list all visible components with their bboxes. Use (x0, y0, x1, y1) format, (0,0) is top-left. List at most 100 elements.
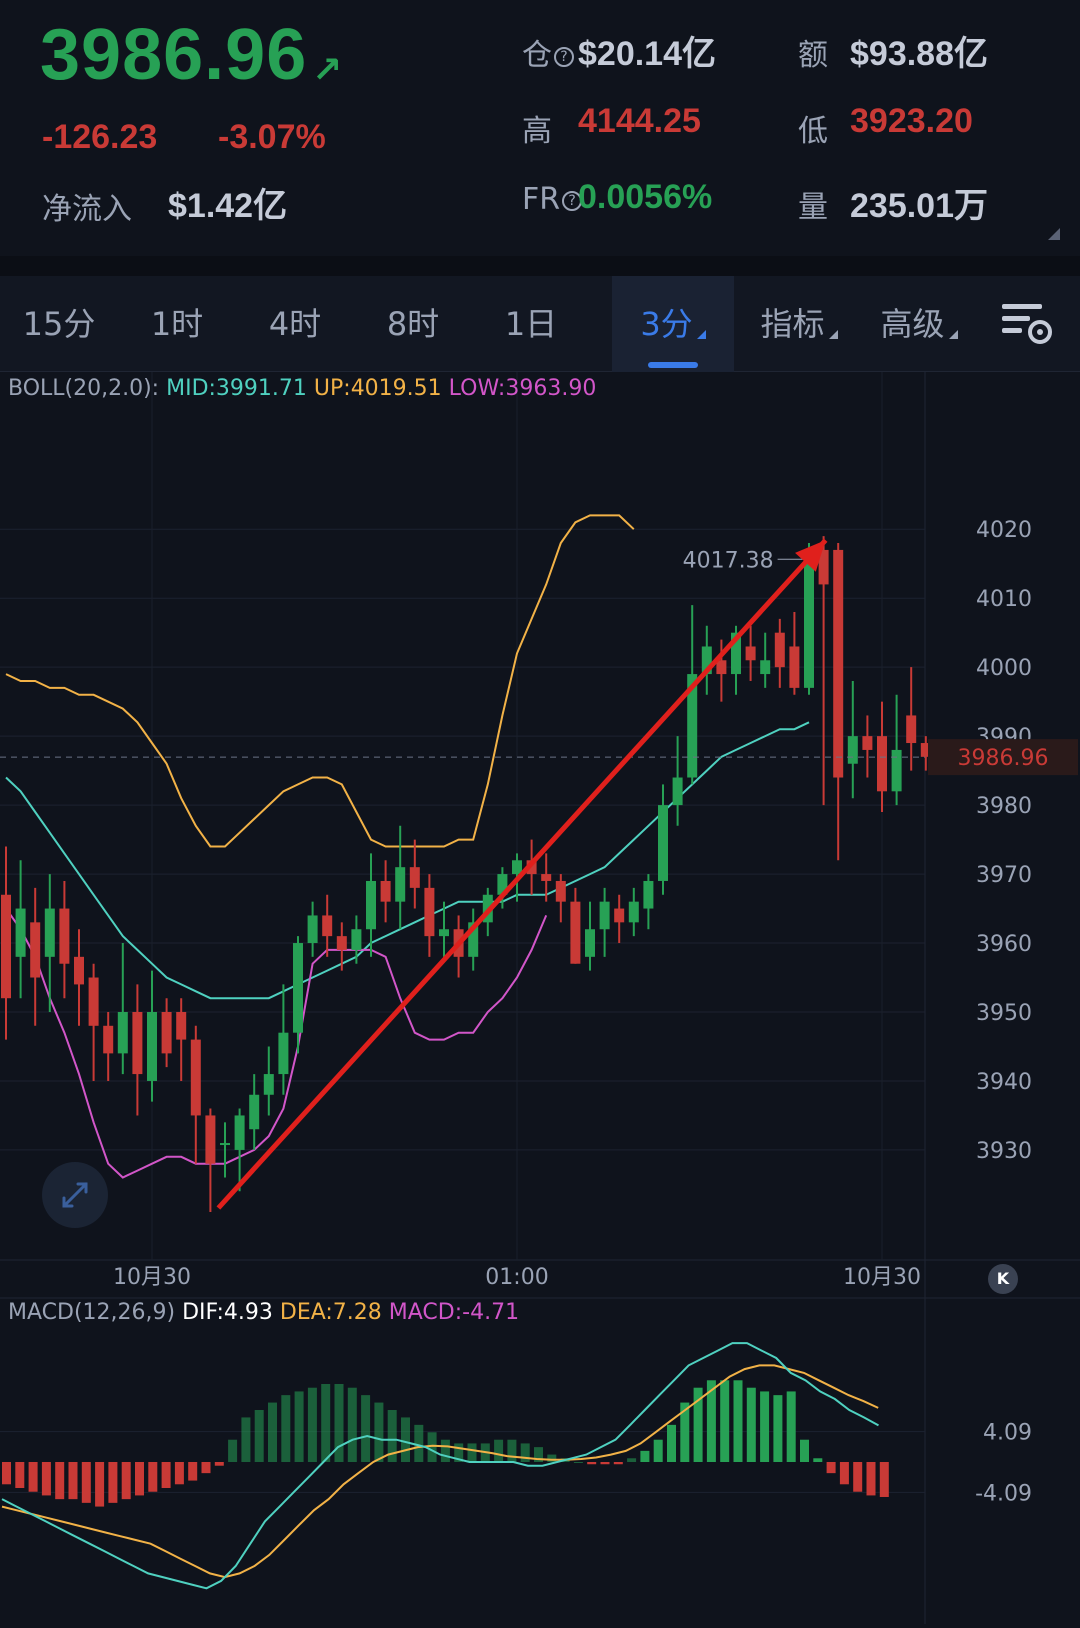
turnover-label: 额 (798, 38, 828, 73)
active-tab-indicator (648, 362, 698, 368)
macd-legend-name: MACD(12,26,9) (8, 1300, 176, 1325)
high-label: 高 (522, 114, 552, 149)
macd-dif-line (1, 1342, 879, 1590)
boll-legend-name: BOLL(20,2.0): (8, 376, 160, 401)
macd-histogram-bar (41, 1462, 51, 1496)
chart-settings-icon[interactable] (1000, 298, 1056, 350)
candle-body (322, 915, 333, 937)
candle-body (74, 956, 84, 985)
candle-body (249, 1094, 260, 1130)
macd-histogram-bar (653, 1439, 663, 1462)
expand-chart-button[interactable] (42, 1162, 108, 1228)
candle-body (643, 880, 654, 909)
trend-arrow-line (216, 538, 828, 1210)
candle-body (716, 660, 727, 675)
macd-histogram-bar (839, 1462, 849, 1485)
x-tick-label: 01:00 (485, 1265, 548, 1290)
candle-body (541, 874, 552, 881)
help-icon[interactable]: ? (554, 46, 574, 67)
candle-body (44, 908, 55, 957)
net-inflow-label: 净流入 (42, 192, 132, 227)
macd-legend: MACD(12,26,9) DIF:4.93 DEA:7.28 MACD:-4.… (8, 1300, 519, 1325)
ticker-header: 3986.96 ↗ -126.23 -3.07% 净流入 $1.42亿 仓? $… (0, 0, 1080, 256)
macd-histogram-bar (746, 1387, 756, 1462)
candle-body (906, 715, 917, 744)
x-tick-label: 10月30 (843, 1265, 921, 1290)
candle-body (774, 632, 785, 668)
macd-histogram-bar (547, 1454, 557, 1462)
dropdown-triangle-icon (696, 330, 706, 339)
macd-histogram-bar (188, 1462, 198, 1481)
macd-histogram-bar (600, 1462, 610, 1465)
candle-body (789, 646, 800, 688)
low-label: 低 (798, 114, 828, 149)
candle-body (877, 736, 887, 792)
macd-histogram-bar (135, 1462, 144, 1496)
macd-histogram-bar (720, 1380, 730, 1462)
macd-histogram-bar (68, 1462, 78, 1500)
macd-histogram-bar (507, 1439, 517, 1462)
macd-histogram-bar (55, 1462, 65, 1500)
tab-label: 3分 (640, 305, 693, 343)
candle-body (205, 1115, 216, 1164)
candle-body (672, 777, 683, 806)
macd-y-tick-label: 4.09 (983, 1421, 1032, 1446)
candle-body (760, 660, 771, 675)
tab-7[interactable]: 高级 (860, 276, 978, 372)
macd-histogram-bar (879, 1462, 889, 1497)
tab-1[interactable]: 1时 (118, 276, 236, 372)
macd-histogram-bar (241, 1417, 251, 1462)
tab-label: 15分 (22, 305, 96, 343)
candle-body (278, 1032, 289, 1075)
boll-legend-mid: MID:3991.71 (166, 376, 307, 401)
macd-histogram-bar (680, 1402, 690, 1462)
expand-corner-icon[interactable] (1048, 228, 1060, 240)
macd-histogram-bar (347, 1387, 357, 1462)
candle-body (570, 901, 581, 964)
y-tick-label: 3970 (976, 863, 1032, 888)
macd-histogram-bar (427, 1432, 437, 1462)
dropdown-triangle-icon (948, 330, 958, 339)
candle-body (512, 860, 522, 875)
candle-body (351, 929, 362, 950)
tab-5[interactable]: 3分 (612, 276, 734, 372)
net-inflow-value: $1.42亿 (168, 187, 288, 225)
y-tick-label: 4000 (976, 656, 1032, 681)
macd-histogram-bar (2, 1462, 11, 1485)
boll-upper-line (5, 514, 635, 848)
macd-dea-line (1, 1364, 879, 1579)
macd-histogram-bar (440, 1439, 450, 1462)
candle-body (847, 736, 858, 764)
candle-body (147, 1012, 157, 1081)
candle-body (161, 1012, 172, 1054)
jump-to-latest-button[interactable]: K (988, 1264, 1018, 1294)
boll-legend-up: UP:4019.51 (313, 376, 442, 401)
macd-histogram-bar (387, 1410, 397, 1462)
macd-y-tick-label: -4.09 (975, 1481, 1032, 1506)
macd-histogram-bar (201, 1462, 211, 1474)
candle-body (263, 1074, 274, 1095)
dropdown-triangle-icon (828, 330, 838, 339)
candle-body (862, 736, 873, 750)
macd-histogram-bar (773, 1395, 783, 1462)
tab-0[interactable]: 15分 (0, 276, 118, 372)
chart-canvas[interactable]: 4020401040003990398039703960395039403930… (0, 372, 1080, 1624)
macd-histogram-bar (361, 1395, 371, 1462)
high-value: 4144.25 (578, 102, 701, 140)
tab-6[interactable]: 指标 (740, 276, 858, 372)
x-tick-label: 10月30 (113, 1265, 191, 1290)
macd-histogram-bar (494, 1439, 504, 1462)
candle-body (731, 632, 741, 675)
boll-legend: BOLL(20,2.0): MID:3991.71 UP:4019.51 LOW… (8, 376, 596, 401)
candle-body (15, 908, 26, 957)
tab-2[interactable]: 4时 (236, 276, 354, 372)
tab-label: 指标 (760, 305, 825, 343)
tab-4[interactable]: 1日 (472, 276, 590, 372)
turnover-value: $93.88亿 (850, 35, 988, 73)
chart-area[interactable]: 4020 4010 4000 3990 3980 3970 3960 3950 3940 3930… (0, 372, 1080, 1624)
macd-histogram-bar (321, 1384, 331, 1462)
candle-body (555, 880, 566, 902)
help-icon[interactable]: ? (562, 190, 583, 211)
macd-histogram-bar (534, 1447, 543, 1462)
tab-3[interactable]: 8时 (354, 276, 472, 372)
